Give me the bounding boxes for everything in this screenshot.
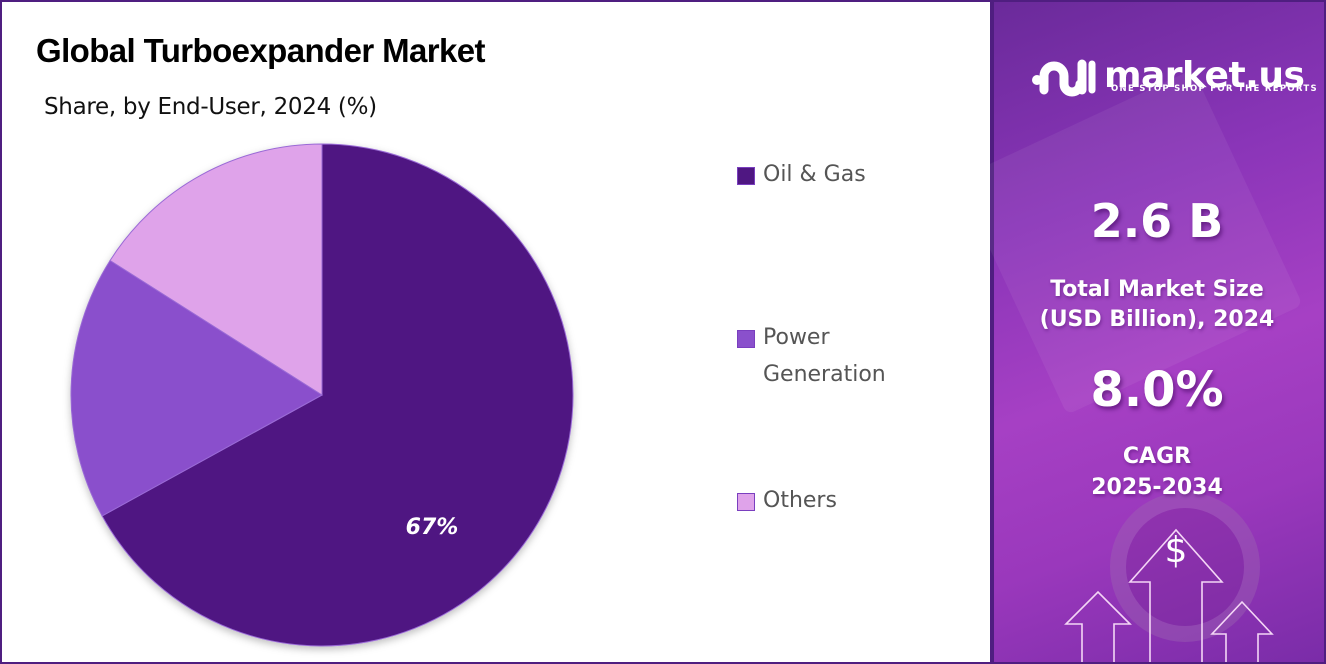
market-us-logo-icon [1032,59,1096,97]
pie-slice-others [109,143,323,396]
market-size-label-line2: (USD Billion), 2024 [1039,307,1275,332]
legend-label: Oil & Gas [763,162,866,187]
brand-logo: market.us [1030,50,1305,102]
summary-sidebar: market.us ONE STOP SHOP FOR THE REPORTS … [990,2,1324,662]
pie-label-oil-gas: 67% [406,515,459,540]
legend-item-others: Others [737,488,933,519]
legend-swatch-power-generation [737,330,755,348]
growth-arrows-icon: $ [1064,528,1274,662]
legend-swatch-others [737,493,755,511]
dollar-sign-icon: $ [1165,530,1188,571]
brand-tagline: ONE STOP SHOP FOR THE REPORTS [1111,84,1318,94]
legend-item-oil-gas: Oil & Gas [737,162,933,193]
pie-chart: 67% [70,143,574,647]
cagr-label-line1: CAGR [1122,444,1192,469]
legend-label: Power Generation [763,325,886,387]
legend-swatch-oil-gas [737,167,755,185]
coffee-cup-decoration [1110,492,1260,642]
market-size-label-line1: Total Market Size [1050,277,1264,302]
legend-label: Others [763,488,837,513]
legend-item-power-generation: Power Generation [737,325,913,393]
pie-slice-oil-gas [101,143,574,647]
pie-slice-power-generation [70,259,323,517]
chart-subtitle: Share, by End-User, 2024 (%) [44,94,377,120]
chart-panel: Global Turboexpander Market Share, by En… [2,2,988,662]
brand-name: market.us [1104,55,1305,96]
cagr-value: 8.0% [1090,362,1224,418]
chart-title: Global Turboexpander Market [36,32,486,69]
market-size-value: 2.6 B [1090,194,1224,248]
cagr-label-line2: 2025-2034 [1091,475,1223,500]
